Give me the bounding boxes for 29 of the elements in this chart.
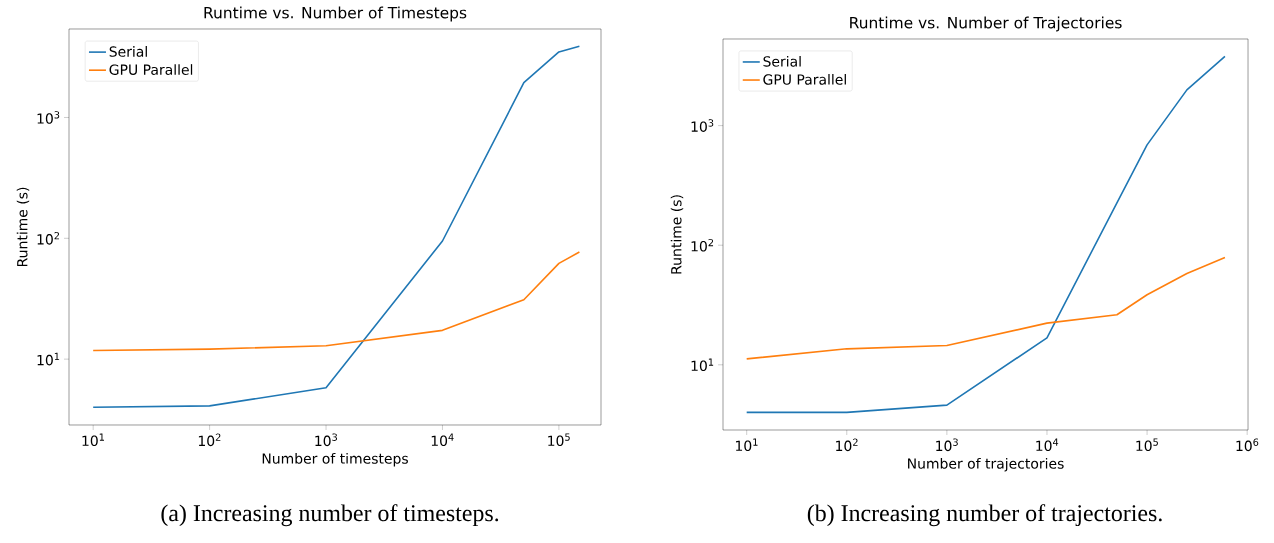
y-tick-label: 10$^{2}$ [691,238,714,252]
legend-label: Serial [109,46,147,57]
x-tick-label: 10$^{1}$ [735,438,758,452]
chart-title: Runtime vs. Number of Timesteps [204,6,467,22]
y-tick-label: 10$^{1}$ [691,358,714,372]
x-tick-label: 10$^{2}$ [836,438,858,452]
y-tick-label: 10$^{3}$ [37,111,60,124]
y-tick-label: 10$^{2}$ [37,231,60,245]
chart-title: Runtime vs. Number of Trajectories [850,16,1122,32]
x-tick-label: 10$^{4}$ [431,433,454,447]
x-axis-title: Number of trajectories [908,458,1064,472]
x-tick-label: 10$^{5}$ [1136,438,1158,452]
text: (b) Increasing number of trajectories. [807,504,1162,527]
x-tick-label: 10$^{3}$ [315,433,337,447]
legend-label: Serial [763,55,801,67]
y-axis-title: Runtime (s) [670,195,684,274]
x-tick-label: 10$^{3}$ [936,438,958,452]
legend-label: GPU Parallel [109,64,193,75]
text: (a) Increasing number of timesteps. [161,504,499,527]
x-tick-label: 10$^{1}$ [82,433,105,447]
y-tick-label: 10$^{3}$ [691,119,714,132]
y-axis-title: Runtime (s) [16,187,30,267]
x-tick-label: 10$^{2}$ [198,433,221,447]
y-tick-label: 10$^{1}$ [37,352,60,366]
x-tick-label: 10$^{6}$ [1236,438,1259,452]
x-tick-label: 10$^{5}$ [548,433,570,447]
x-axis-title: Number of timesteps [262,453,408,467]
x-tick-label: 10$^{4}$ [1036,438,1059,452]
legend-label: GPU Parallel [763,73,846,85]
